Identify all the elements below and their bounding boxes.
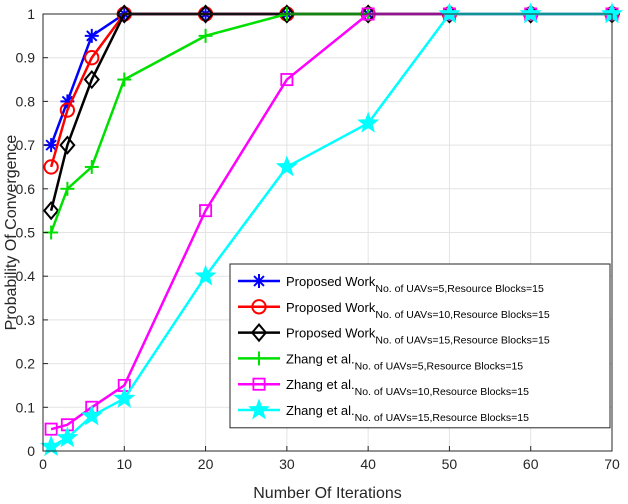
y-tick-label: 0.8 [16, 93, 36, 109]
legend-series-subscript: No. of UAVs=15,Resource Blocks=15 [355, 412, 529, 424]
y-axis-ticks: 0 0.1 0.2 0.3 0.4 0.5 0.6 0.7 0.8 0.9 1 [16, 6, 48, 459]
y-tick-label: 0.7 [16, 137, 36, 153]
legend-label: Zhang et al.No. of UAVs=5,Resource Block… [286, 351, 523, 372]
legend-series-subscript: No. of UAVs=5,Resource Blocks=15 [355, 360, 524, 372]
y-tick-label: 0.4 [16, 268, 36, 284]
square-marker [252, 377, 266, 391]
x-tick-label: 20 [198, 456, 214, 472]
legend-series-name: Proposed Work [286, 274, 376, 289]
x-axis-label: Number Of Iterations [253, 485, 402, 502]
plus-marker [252, 351, 266, 366]
diamond-marker [83, 69, 100, 90]
diamond-marker [359, 4, 377, 24]
asterisk-marker [252, 274, 266, 288]
diamond-marker [250, 323, 268, 343]
legend-item: Zhang et al.No. of UAVs=15,Resource Bloc… [238, 398, 529, 424]
star-marker [56, 426, 79, 448]
star-marker [519, 2, 542, 24]
star-marker [275, 155, 298, 177]
legend-item: Proposed WorkNo. of UAVs=10,Resource Blo… [238, 299, 550, 321]
legend-label: Proposed WorkNo. of UAVs=15,Resource Blo… [286, 326, 550, 347]
legend-label: Proposed WorkNo. of UAVs=5,Resource Bloc… [286, 274, 544, 295]
plus-marker [198, 28, 213, 43]
y-tick-label: 0.2 [16, 356, 36, 372]
x-tick-label: 50 [442, 456, 458, 472]
plus-marker [84, 159, 99, 174]
y-tick-label: 0.1 [16, 399, 36, 415]
x-tick-label: 40 [360, 456, 376, 472]
legend-series-name: Zhang et al. [286, 377, 355, 392]
asterisk-marker [84, 28, 99, 43]
legend-series-name: Proposed Work [286, 300, 376, 315]
x-tick-label: 10 [116, 456, 132, 472]
circle-marker [251, 299, 267, 315]
legend-series-subscript: No. of UAVs=10,Resource Blocks=15 [355, 386, 529, 398]
legend-label: Proposed WorkNo. of UAVs=10,Resource Blo… [286, 300, 550, 321]
legend-item: Zhang et al.No. of UAVs=5,Resource Block… [238, 351, 523, 372]
legend-series-subscript: No. of UAVs=10,Resource Blocks=15 [375, 309, 549, 321]
x-tick-label: 0 [39, 456, 47, 472]
legend-label: Zhang et al.No. of UAVs=10,Resource Bloc… [286, 377, 529, 398]
star-marker [438, 2, 461, 24]
star-marker [113, 386, 136, 408]
diamond-marker [197, 4, 214, 24]
legend-box [229, 263, 611, 429]
square-marker [44, 422, 58, 436]
legend-series-name: Zhang et al. [286, 351, 355, 366]
legend-series-name: Proposed Work [286, 326, 376, 341]
diamond-marker [42, 201, 60, 221]
legend-series-subscript: No. of UAVs=15,Resource Blocks=15 [375, 335, 549, 347]
star-marker [194, 264, 217, 286]
legend-series-name: Zhang et al. [286, 403, 355, 418]
y-tick-label: 0.9 [16, 50, 36, 66]
star-marker [357, 111, 380, 133]
legend-item: Proposed WorkNo. of UAVs=5,Resource Bloc… [238, 274, 544, 295]
star-marker [247, 398, 271, 420]
square-marker [280, 73, 294, 87]
y-tick-label: 0.5 [16, 225, 36, 241]
legend-item: Proposed WorkNo. of UAVs=15,Resource Blo… [238, 323, 550, 347]
legend: Proposed WorkNo. of UAVs=5,Resource Bloc… [229, 263, 611, 429]
y-tick-label: 0.6 [16, 181, 36, 197]
y-tick-label: 0.3 [16, 312, 36, 328]
plus-marker [60, 181, 75, 196]
y-tick-label: 1 [27, 6, 35, 22]
y-tick-label: 0 [27, 443, 35, 459]
circle-marker [59, 102, 76, 118]
diamond-marker [116, 4, 133, 24]
diamond-marker [278, 4, 296, 24]
plus-marker [117, 72, 132, 87]
circle-marker [43, 159, 59, 175]
x-axis-ticks: 0 10 20 30 40 50 60 70 [39, 446, 620, 472]
square-marker [199, 204, 213, 218]
x-tick-label: 70 [604, 456, 620, 472]
legend-series-subscript: No. of UAVs=5,Resource Blocks=15 [375, 283, 544, 295]
x-tick-label: 60 [523, 456, 539, 472]
star-marker [80, 404, 103, 426]
circle-marker [84, 50, 100, 66]
y-axis-label: Probability Of Convergence [3, 135, 20, 331]
legend-label: Zhang et al.No. of UAVs=15,Resource Bloc… [286, 403, 529, 424]
x-tick-label: 30 [279, 456, 295, 472]
diamond-marker [59, 135, 76, 155]
legend-item: Zhang et al.No. of UAVs=10,Resource Bloc… [238, 377, 529, 398]
